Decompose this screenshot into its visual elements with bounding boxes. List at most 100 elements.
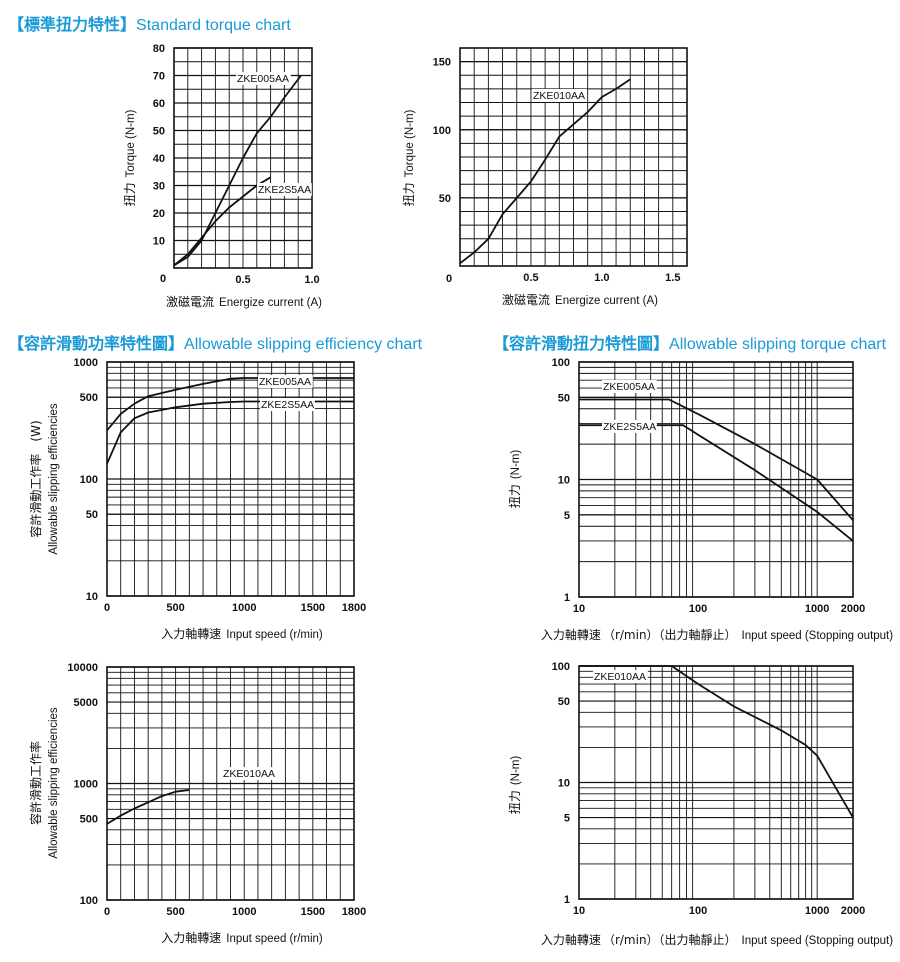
y-tick-label: 100 (80, 474, 98, 486)
y-axis-label-cn: 扭力 (508, 484, 522, 508)
series-line-zke005aa (173, 74, 302, 267)
y-tick-label: 150 (433, 57, 451, 69)
x-axis-label: 入力軸轉速 Input speed (r/min) (161, 627, 323, 641)
y-tick-label: 5 (564, 510, 570, 522)
x-axis-label: 入力軸轉速 （r/min）（出力軸靜止） Input speed (Stopping… (541, 933, 893, 947)
x-axis-label-cn: 入力軸轉速 (541, 628, 601, 642)
y-tick-label: 500 (80, 814, 98, 826)
series-line-zke010aa (579, 665, 854, 819)
y-tick-label: 20 (153, 208, 165, 220)
y-axis-label-cn: 扭力 (402, 182, 416, 206)
series-label-bg (222, 767, 277, 780)
y-tick-label: 40 (153, 153, 165, 165)
series-line-zke005aa (106, 377, 354, 431)
y-tick-label: 100 (80, 895, 98, 907)
series-label-zke2s5aa: ZKE2S5AA (261, 399, 314, 411)
y-axis-label-en: (N-m) (510, 450, 522, 480)
title-bracket-open: 【 (8, 15, 25, 34)
chart-c6: 1 5 10 50 100 10 100 1000 2000 入力軸轉速 （r/min）（出力軸靜止… (508, 661, 893, 947)
grid (460, 48, 687, 266)
x-axis-label-paren: （r/min）（出力軸靜止） (603, 628, 737, 642)
y-tick-label: 1 (564, 592, 570, 604)
plot-frame (106, 666, 355, 901)
series-line-zke010aa (459, 78, 631, 265)
x-tick-label: 10 (573, 905, 585, 917)
title-bracket-close: 】 (653, 334, 670, 353)
origin-label: 0 (446, 273, 452, 285)
grid (579, 665, 853, 900)
x-tick-label: 1.0 (594, 272, 609, 284)
y-axis-label-en: Allowable slipping efficiencies (48, 707, 60, 859)
y-axis-label-cn: 容許滑動工作率 (28, 741, 43, 825)
y-axis-label: 扭力 (N-m) (508, 450, 522, 509)
y-axis-label-en: Allowable slipping efficiencies (48, 403, 60, 555)
y-axis-label-cn: 容許滑動工作率 (W) (28, 420, 43, 537)
x-tick-label: 1000 (805, 905, 829, 917)
x-tick-label: 0.5 (523, 272, 538, 284)
y-tick-label: 50 (558, 392, 570, 404)
series-label-zke2s5aa: ZKE2S5AA (258, 184, 311, 196)
y-tick-label: 100 (433, 125, 451, 137)
chart-c5: 100 500 1000 5000 10000 0 500 1000 1500 1800 入力軸轉速… (28, 662, 366, 945)
y-tick-label: 10 (558, 778, 570, 790)
series-label-bg (602, 420, 657, 433)
y-tick-label: 50 (153, 126, 165, 138)
x-tick-label: 1800 (342, 602, 366, 614)
y-tick-label: 5000 (74, 697, 98, 709)
x-tick-label: 1.5 (665, 272, 680, 284)
x-tick-label: 500 (166, 906, 184, 918)
x-axis-label-en: Energize current (A) (555, 295, 658, 307)
y-axis-label-en: (N-m) (510, 756, 522, 786)
chart-c2: 50 100 150 0.5 1.0 1.5 0 激磁電流 Energize current (… (402, 47, 688, 307)
series-label-zke010aa: ZKE010AA (533, 90, 585, 102)
x-tick-label: 1000 (232, 906, 256, 918)
title-en: Allowable slipping efficiency chart (184, 336, 423, 353)
plot-frame (459, 47, 688, 267)
y-axis-label: 扭力 (N-m) (508, 756, 522, 815)
series-line-zke2s5aa (173, 176, 272, 267)
series-label-zke005aa: ZKE005AA (237, 73, 289, 85)
y-tick-label: 5 (564, 813, 570, 825)
chart-c3: 10 50 100 500 1000 0 500 1000 1500 1800 入力軸轉速 Input… (28, 357, 366, 641)
x-tick-label: 0 (104, 906, 110, 918)
x-tick-label: 0.5 (235, 274, 250, 286)
y-tick-label: 1 (564, 894, 570, 906)
grid (107, 361, 354, 597)
y-axis-label-en: Torque (N-m) (125, 109, 137, 177)
title-standard-torque: 【標準扭力特性】Standard torque chart (8, 11, 291, 35)
y-axis-label: 扭力 Torque (N-m) (123, 109, 137, 206)
x-axis-label-cn: 入力軸轉速 (541, 933, 601, 947)
y-tick-label: 50 (558, 696, 570, 708)
y-tick-label: 50 (86, 509, 98, 521)
y-tick-label: 80 (153, 43, 165, 55)
plot-frame (106, 361, 355, 597)
x-tick-label: 1500 (301, 602, 325, 614)
series-label-bg (532, 89, 587, 102)
x-axis-label-en: Input speed (Stopping output) (742, 630, 894, 642)
series-label-zke010aa: ZKE010AA (223, 768, 275, 780)
grid (107, 666, 354, 901)
y-tick-label: 30 (153, 181, 165, 193)
x-tick-label: 100 (689, 603, 707, 615)
x-axis-label: 激磁電流 Energize current (A) (166, 294, 322, 309)
x-tick-label: 1800 (342, 906, 366, 918)
x-axis-label-cn: 入力軸轉速 (161, 627, 221, 641)
title-cn: 容許滑動扭力特性圖 (509, 334, 654, 353)
plot-frame (578, 361, 854, 598)
series-label-bg (602, 380, 657, 393)
x-tick-label: 1500 (301, 906, 325, 918)
x-axis-label: 入力軸轉速 Input speed (r/min) (161, 931, 323, 945)
x-axis-label-en: Input speed (r/min) (226, 933, 323, 945)
x-axis-label-paren: （r/min）（出力軸靜止） (603, 933, 737, 947)
series-label-zke005aa: ZKE005AA (259, 376, 311, 388)
x-tick-label: 0 (104, 602, 110, 614)
x-axis-label: 入力軸轉速 （r/min）（出力軸靜止） Input speed (Stopping… (541, 628, 893, 642)
title-bracket-open: 【 (8, 334, 25, 353)
title-cn: 容許滑動功率特性圖 (24, 334, 169, 353)
y-tick-label: 100 (552, 357, 570, 369)
x-axis-label-cn: 激磁電流 (166, 294, 214, 309)
chart-c4: 1 5 10 50 100 10 100 1000 2000 入力軸轉速 （r/min）（出力軸靜止… (508, 357, 893, 642)
x-axis-label: 激磁電流 Energize current (A) (502, 292, 658, 307)
y-tick-label: 50 (439, 193, 451, 205)
series-line-zke2s5aa (106, 400, 354, 465)
